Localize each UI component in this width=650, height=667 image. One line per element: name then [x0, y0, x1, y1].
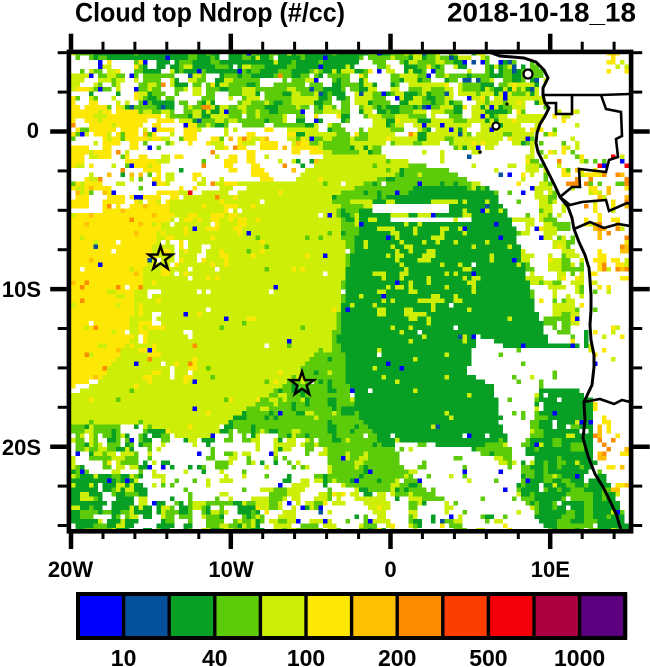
svg-text:20W: 20W: [48, 557, 93, 582]
svg-text:40: 40: [202, 645, 228, 667]
svg-text:100: 100: [287, 645, 325, 667]
svg-text:1000: 1000: [554, 645, 605, 667]
svg-text:10S: 10S: [2, 277, 41, 302]
svg-text:Cloud top Ndrop (#/cc): Cloud top Ndrop (#/cc): [75, 0, 345, 28]
svg-text:0: 0: [384, 557, 396, 582]
svg-text:2018-10-18_18: 2018-10-18_18: [447, 0, 636, 28]
svg-text:10: 10: [111, 645, 137, 667]
svg-text:200: 200: [378, 645, 416, 667]
svg-text:10E: 10E: [531, 557, 570, 582]
svg-text:10W: 10W: [208, 557, 253, 582]
svg-text:0: 0: [27, 118, 39, 143]
svg-text:20S: 20S: [2, 435, 41, 460]
svg-text:500: 500: [469, 645, 507, 667]
